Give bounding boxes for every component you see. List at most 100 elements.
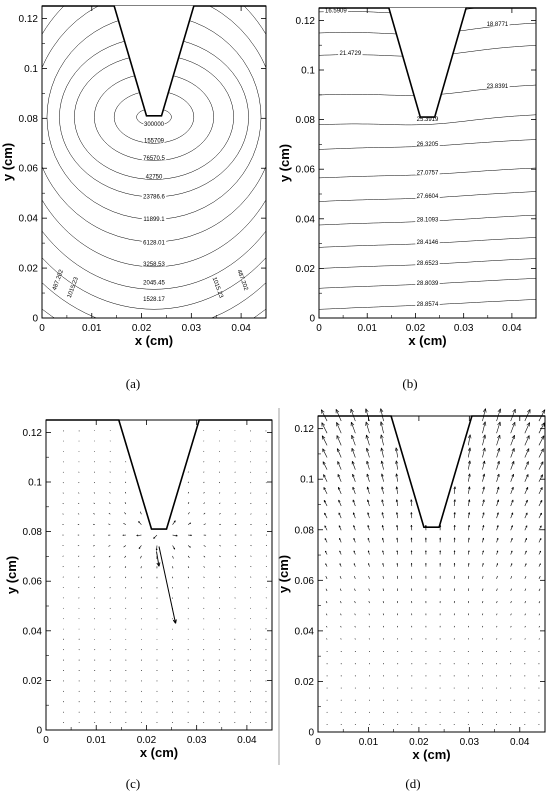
contour-label: 300000 [144,122,165,128]
vector-dot [63,649,65,651]
vector-dot [140,701,142,703]
vector-dot [63,430,65,432]
vector-arrow [234,513,237,515]
vector-arrow [93,481,95,484]
vector-dot [439,675,441,677]
contour-line [0,0,378,372]
x-tick-label: 0.03 [182,323,202,334]
y-tick-label: 0.04 [19,214,39,225]
vector-arrow [219,555,221,558]
vector-dot [496,711,498,713]
vector-dot [265,628,267,630]
vector-arrowhead [323,474,326,478]
y-tick-label: 0.08 [295,525,315,536]
vector-dot [439,711,441,713]
vector-arrow [219,513,221,515]
vector-dot [156,701,158,703]
vector-arrow [250,492,252,494]
vector-arrowhead [482,408,487,413]
vector-arrowhead [540,461,544,465]
vector-dot [397,675,399,677]
vector-arrowhead [366,486,370,490]
caption-c: (c) [126,776,140,791]
vector-dot [481,711,483,713]
vector-dot [94,701,96,703]
vector-arrowhead [439,537,442,540]
vector-arrowhead [410,499,413,502]
vector-dot [249,690,251,692]
vector-arrow [482,600,484,604]
vector-arrow [366,460,370,470]
vector-arrow [468,575,470,579]
vector-arrow [496,600,498,604]
vector-arrow [350,422,356,434]
contour-label-bg [143,136,165,143]
notch-boundary [46,419,272,530]
vector-arrowhead [467,460,471,464]
vector-dot [467,687,469,689]
vector-arrowhead [482,460,486,465]
vector-arrow [410,512,413,519]
vector-dot [481,651,483,653]
vector-arrow [510,408,516,422]
vector-dot [63,711,65,713]
vector-arrow [219,545,221,547]
vector-dot [172,680,174,682]
vector-arrow [538,448,544,458]
vector-arrow [187,555,190,559]
contour-label-bg [141,192,167,199]
vector-arrow [325,588,328,592]
vector-dot [411,663,413,665]
vector-arrowhead [367,537,370,540]
vector-arrow [219,566,221,568]
vector-arrow [250,566,252,568]
x-tick-label: 0.04 [502,323,522,334]
vector-arrow [108,555,111,558]
vector-arrow [510,525,513,531]
vector-arrowhead [396,550,399,553]
vector-arrow [381,473,384,482]
vector-arrowhead [526,448,530,452]
vector-dot [340,723,342,725]
vector-arrowhead [351,434,355,439]
vector-arrow [524,409,531,422]
vector-arrowhead [337,474,341,478]
vector-arrow [125,576,127,579]
vector-dot [125,690,127,692]
vector-arrowhead [525,487,529,490]
vector-dot [249,649,251,651]
contour-label: 27.6604 [417,194,439,200]
vector-dot [383,687,385,689]
vector-dot [187,649,189,651]
vector-dot [397,699,399,701]
vector-arrowhead [368,563,370,565]
vector-arrow [538,613,541,616]
vector-arrow [338,487,342,494]
contour-label-bg [143,120,165,127]
x-tick-label: 0 [316,323,322,334]
vector-arrowhead [323,499,327,503]
vector-arrow [366,434,370,446]
vector-dot [453,723,455,725]
vector-arrow [108,523,111,525]
vector-dot [524,663,526,665]
y-tick-label: 0.1 [301,66,315,77]
vector-arrow [510,588,512,592]
vector-dot [425,663,427,665]
vector-arrow [325,601,328,604]
x-axis-label: x (cm) [135,333,173,348]
vector-dot [63,638,65,640]
vector-arrow [123,522,127,525]
vector-dot [397,663,399,665]
vector-dot [397,723,399,725]
vector-arrow [468,447,471,458]
vector-arrow [321,435,328,446]
vector-arrow [234,586,236,589]
vector-arrow [510,448,515,458]
vector-dot [234,670,236,671]
vector-dot [187,659,189,661]
vector-arrow [203,502,205,505]
vector-arrowhead [482,447,486,452]
y-tick-label: 0.08 [19,114,39,125]
